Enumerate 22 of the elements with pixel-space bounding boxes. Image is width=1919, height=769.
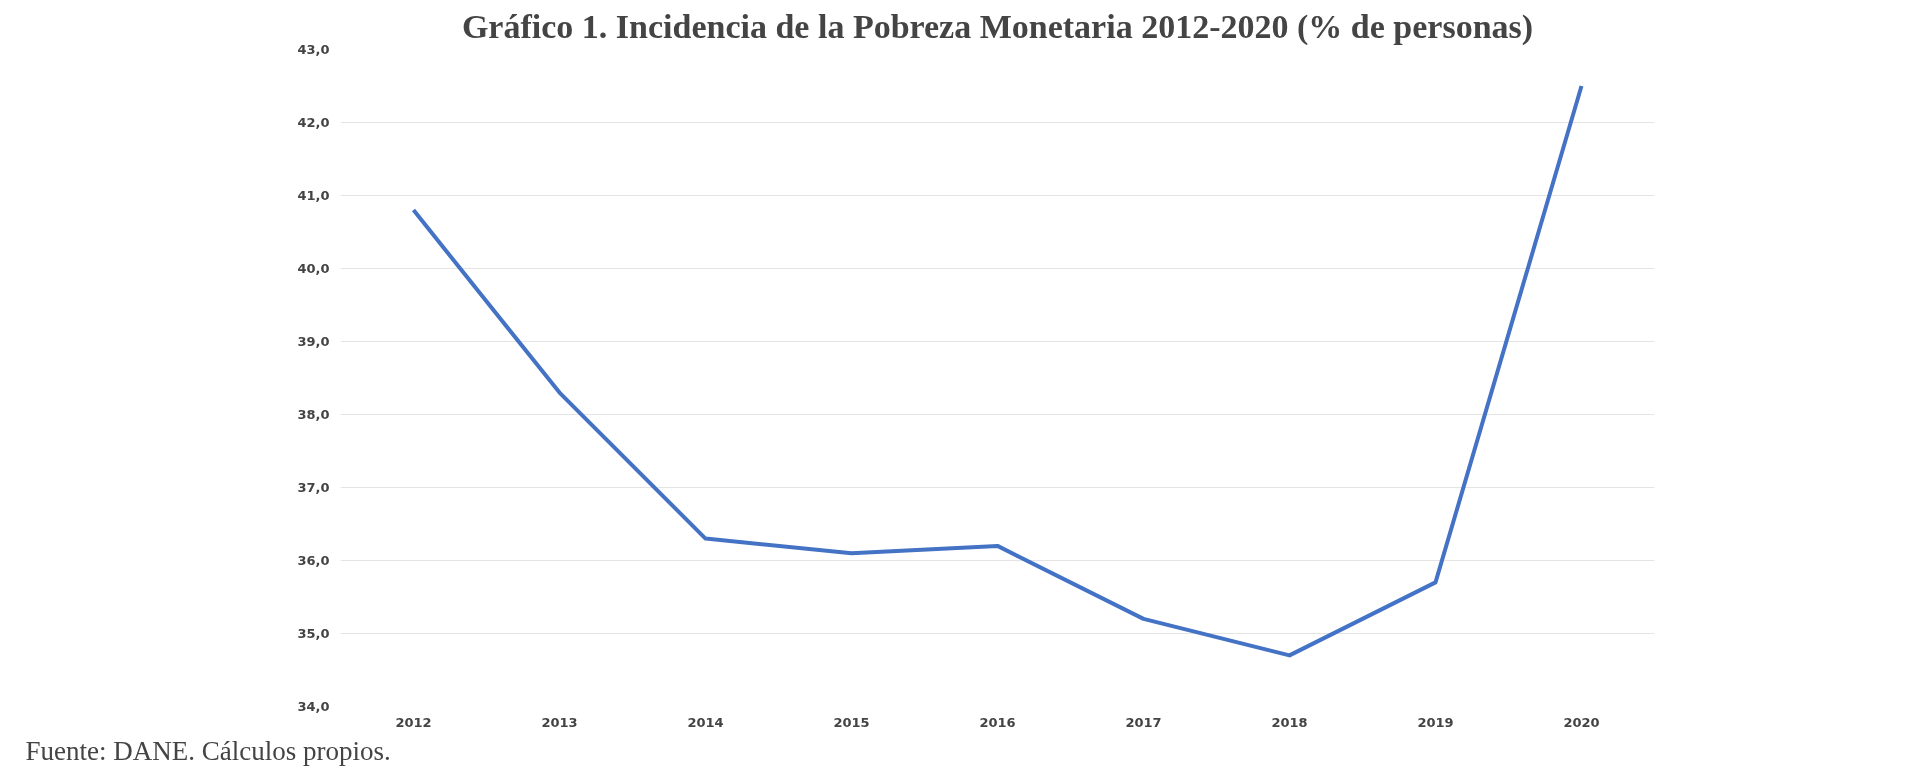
x-tick-label: 2015 — [833, 714, 870, 730]
y-tick-label: 36,0 — [297, 553, 330, 568]
y-tick-label: 43,0 — [297, 42, 330, 57]
x-tick-label: 2013 — [541, 714, 578, 730]
line-series — [411, 84, 1584, 658]
x-tick-label: 2012 — [395, 714, 432, 730]
y-tick-label: 38,0 — [297, 407, 330, 422]
y-tick-label: 37,0 — [297, 480, 330, 495]
x-tick-label: 2016 — [979, 714, 1016, 730]
x-tick-label: 2014 — [687, 714, 724, 730]
chart-title: Gráfico 1. Incidencia de la Pobreza Monetaria 2012-2020 (% de personas) — [461, 7, 1534, 46]
y-tick-label: 34,0 — [297, 699, 330, 714]
y-tick-label: 40,0 — [297, 261, 330, 276]
y-tick-label: 39,0 — [297, 334, 330, 349]
y-tick-label: 35,0 — [297, 626, 330, 641]
x-tick-label: 2019 — [1417, 714, 1454, 730]
source-note: Fuente: DANE. Cálculos propios. — [25, 735, 391, 766]
y-tick-label: 42,0 — [297, 115, 330, 130]
x-tick-label: 2017 — [1125, 714, 1162, 730]
x-tick-label: 2020 — [1563, 714, 1600, 730]
y-tick-label: 41,0 — [297, 188, 330, 203]
x-tick-label: 2018 — [1271, 714, 1308, 730]
